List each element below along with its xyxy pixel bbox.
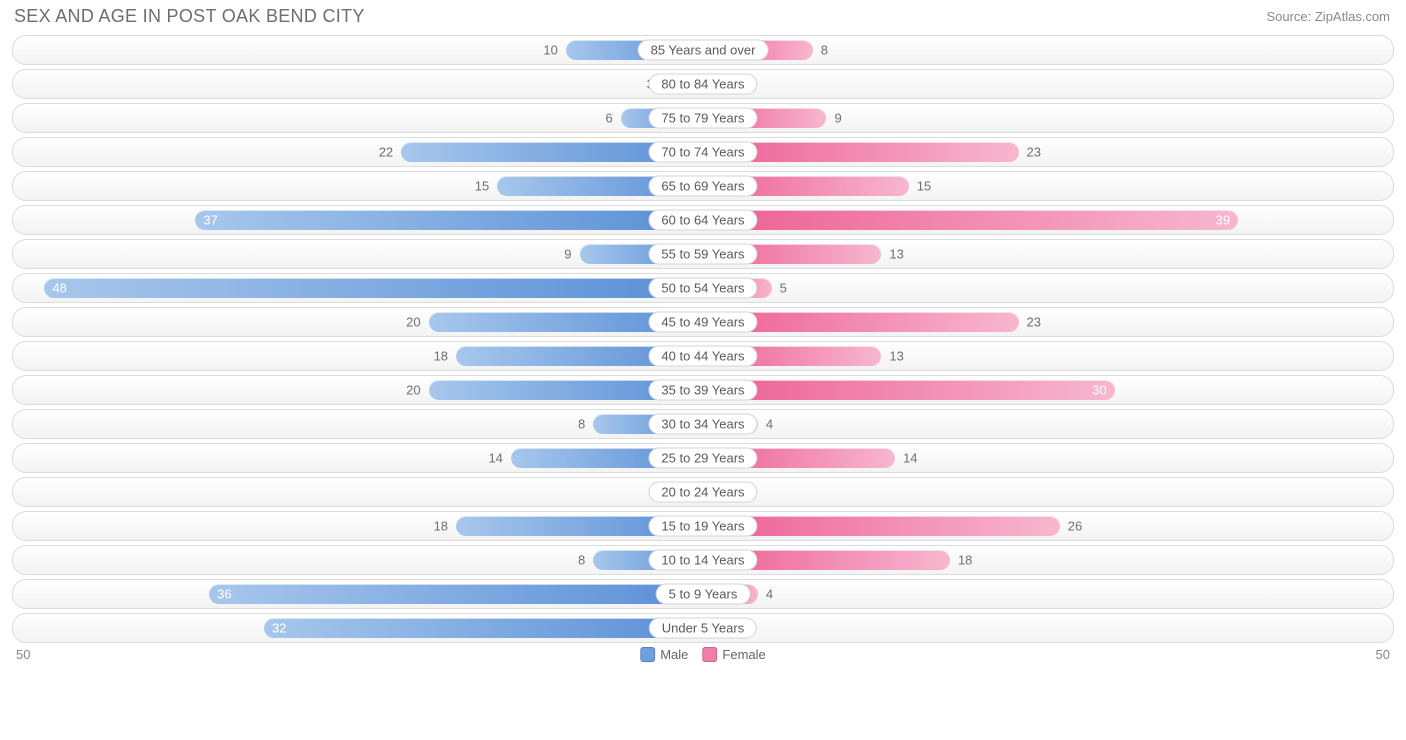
age-category-pill: 80 to 84 Years — [648, 74, 757, 95]
female-value: 14 — [903, 451, 917, 466]
pyramid-row: 20 23 45 to 49 Years — [12, 307, 1394, 337]
male-value: 20 — [406, 315, 420, 330]
age-category-pill: Under 5 Years — [649, 618, 757, 639]
pyramid-row: 20 30 35 to 39 Years — [12, 375, 1394, 405]
male-value: 10 — [543, 43, 557, 58]
axis-max-right: 50 — [1376, 647, 1390, 662]
age-category-pill: 20 to 24 Years — [648, 482, 757, 503]
legend: Male Female — [640, 647, 766, 662]
pyramid-row: 14 14 25 to 29 Years — [12, 443, 1394, 473]
male-value: 6 — [605, 111, 612, 126]
female-value: 9 — [834, 111, 841, 126]
female-value: 23 — [1027, 315, 1041, 330]
legend-male-label: Male — [660, 647, 688, 662]
pyramid-row: 322Under 5 Years — [12, 613, 1394, 643]
age-category-pill: 10 to 14 Years — [648, 550, 757, 571]
pyramid-row: 3180 to 84 Years — [12, 69, 1394, 99]
pyramid-row: 10 8 85 Years and over — [12, 35, 1394, 65]
age-category-pill: 50 to 54 Years — [648, 278, 757, 299]
legend-female-label: Female — [722, 647, 765, 662]
female-value: 5 — [780, 281, 787, 296]
age-category-pill: 35 to 39 Years — [648, 380, 757, 401]
age-category-pill: 30 to 34 Years — [648, 414, 757, 435]
axis-max-left: 50 — [16, 647, 30, 662]
male-value: 15 — [475, 179, 489, 194]
female-value: 4 — [766, 417, 773, 432]
legend-female-swatch — [702, 647, 717, 662]
pyramid-row: 48 5 50 to 54 Years — [12, 273, 1394, 303]
male-value: 37 — [203, 213, 217, 228]
age-category-pill: 15 to 19 Years — [648, 516, 757, 537]
female-bar: 39 — [703, 210, 1238, 230]
female-value: 13 — [889, 247, 903, 262]
female-value: 30 — [1092, 383, 1106, 398]
chart-source: Source: ZipAtlas.com — [1266, 9, 1390, 24]
age-category-pill: 55 to 59 Years — [648, 244, 757, 265]
female-value: 15 — [917, 179, 931, 194]
male-bar: 48 — [44, 278, 703, 298]
male-value: 32 — [272, 621, 286, 636]
age-category-pill: 65 to 69 Years — [648, 176, 757, 197]
pyramid-row: 9 13 55 to 59 Years — [12, 239, 1394, 269]
male-bar: 37 — [195, 210, 703, 230]
male-value: 48 — [52, 281, 66, 296]
pyramid-row: 36 4 5 to 9 Years — [12, 579, 1394, 609]
female-value: 18 — [958, 553, 972, 568]
pyramid-row: 1120 to 24 Years — [12, 477, 1394, 507]
male-value: 8 — [578, 553, 585, 568]
female-value: 26 — [1068, 519, 1082, 534]
legend-male-swatch — [640, 647, 655, 662]
male-value: 22 — [379, 145, 393, 160]
male-value: 14 — [488, 451, 502, 466]
chart-header: SEX AND AGE IN POST OAK BEND CITY Source… — [0, 0, 1406, 31]
pyramid-row: 18 26 15 to 19 Years — [12, 511, 1394, 541]
age-category-pill: 45 to 49 Years — [648, 312, 757, 333]
male-value: 36 — [217, 587, 231, 602]
female-value: 8 — [821, 43, 828, 58]
pyramid-row: 15 15 65 to 69 Years — [12, 171, 1394, 201]
age-category-pill: 5 to 9 Years — [656, 584, 751, 605]
legend-male: Male — [640, 647, 688, 662]
male-bar: 36 — [209, 584, 703, 604]
male-value: 8 — [578, 417, 585, 432]
male-value: 20 — [406, 383, 420, 398]
male-bar: 32 — [264, 618, 703, 638]
male-value: 9 — [564, 247, 571, 262]
female-value: 39 — [1216, 213, 1230, 228]
legend-female: Female — [702, 647, 765, 662]
female-value: 4 — [766, 587, 773, 602]
age-category-pill: 85 Years and over — [638, 40, 769, 61]
chart-title: SEX AND AGE IN POST OAK BEND CITY — [14, 6, 365, 27]
male-value: 18 — [434, 519, 448, 534]
axis-row: 50 50 Male Female — [0, 647, 1406, 669]
pyramid-row: 18 13 40 to 44 Years — [12, 341, 1394, 371]
female-value: 13 — [889, 349, 903, 364]
age-category-pill: 60 to 64 Years — [648, 210, 757, 231]
age-category-pill: 25 to 29 Years — [648, 448, 757, 469]
pyramid-chart: 10 8 85 Years and over 3180 to 84 Years 6 9 75… — [0, 31, 1406, 643]
pyramid-row: 37 39 60 to 64 Years — [12, 205, 1394, 235]
pyramid-row: 22 23 70 to 74 Years — [12, 137, 1394, 167]
pyramid-row: 8 4 30 to 34 Years — [12, 409, 1394, 439]
age-category-pill: 40 to 44 Years — [648, 346, 757, 367]
pyramid-row: 6 9 75 to 79 Years — [12, 103, 1394, 133]
female-value: 23 — [1027, 145, 1041, 160]
female-bar: 30 — [703, 380, 1115, 400]
male-value: 18 — [434, 349, 448, 364]
age-category-pill: 70 to 74 Years — [648, 142, 757, 163]
pyramid-row: 8 18 10 to 14 Years — [12, 545, 1394, 575]
age-category-pill: 75 to 79 Years — [648, 108, 757, 129]
